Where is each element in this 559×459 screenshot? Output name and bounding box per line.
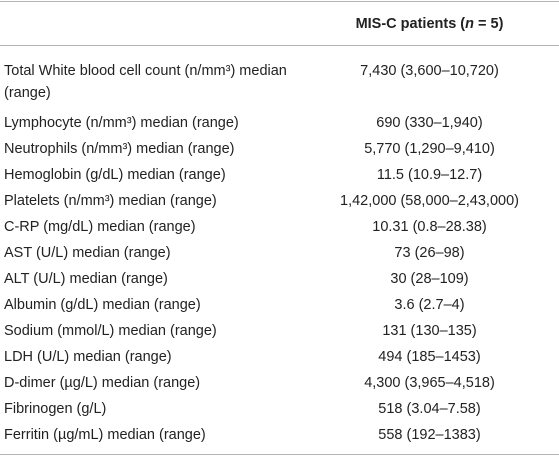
table-row: D-dimer (µg/L) median (range) 4,300 (3,96… bbox=[0, 370, 559, 396]
row-value: 518 (3.04–7.58) bbox=[378, 401, 481, 417]
row-value: 5,770 (1,290–9,410) bbox=[364, 141, 495, 157]
table-row: Albumin (g/dL) median (range) 3.6 (2.7–4) bbox=[0, 292, 559, 318]
table-row: ALT (U/L) median (range) 30 (28–109) bbox=[0, 266, 559, 292]
row-value: 7,430 (3,600–10,720) bbox=[360, 63, 499, 79]
table-row: LDH (U/L) median (range) 494 (185–1453) bbox=[0, 344, 559, 370]
header-text: MIS-C patients ( bbox=[355, 15, 466, 32]
row-label: D-dimer (µg/L) median (range) bbox=[4, 375, 201, 391]
header-empty-cell bbox=[0, 1, 300, 46]
row-value: 30 (28–109) bbox=[390, 271, 469, 287]
row-value: 10.31 (0.8–28.38) bbox=[372, 219, 487, 235]
row-label: AST (U/L) median (range) bbox=[4, 245, 171, 261]
header-italic: n bbox=[465, 15, 474, 32]
row-value: 3.6 (2.7–4) bbox=[394, 297, 465, 313]
row-value: 11.5 (10.9–12.7) bbox=[376, 167, 483, 183]
row-label: Hemoglobin (g/dL) median (range) bbox=[4, 167, 226, 183]
row-label: Sodium (mmol/L) median (range) bbox=[4, 323, 217, 339]
row-value: 73 (26–98) bbox=[394, 245, 465, 261]
row-label: Fibrinogen (g/L) bbox=[4, 401, 107, 417]
table-row: Hemoglobin (g/dL) median (range) 11.5 (10… bbox=[0, 162, 559, 188]
row-value: 690 (330–1,940) bbox=[376, 115, 483, 131]
row-label: Platelets (n/mm³) median (range) bbox=[4, 193, 217, 209]
row-label: Albumin (g/dL) median (range) bbox=[4, 297, 201, 313]
table-row: Lymphocyte (n/mm³) median (range) 690 (33… bbox=[0, 110, 559, 136]
row-value: 1,42,000 (58,000–2,43,000) bbox=[340, 193, 519, 209]
table-row: Platelets (n/mm³) median (range) 1,42,000… bbox=[0, 188, 559, 214]
table-row: Neutrophils (n/mm³) median (range) 5,770 … bbox=[0, 136, 559, 162]
row-value: 4,300 (3,965–4,518) bbox=[364, 375, 495, 391]
row-value: 494 (185–1453) bbox=[378, 349, 481, 365]
table-row: C-RP (mg/dL) median (range) 10.31 (0.8–28… bbox=[0, 214, 559, 240]
table-row: AST (U/L) median (range) 73 (26–98) bbox=[0, 240, 559, 266]
row-value: 558 (192–1383) bbox=[300, 422, 559, 455]
table-row: Fibrinogen (g/L) 518 (3.04–7.58) bbox=[0, 396, 559, 422]
row-label: Neutrophils (n/mm³) median (range) bbox=[4, 141, 235, 157]
row-label: ALT (U/L) median (range) bbox=[4, 271, 168, 287]
row-label: Ferritin (µg/mL) median (range) bbox=[0, 422, 300, 455]
row-value: 131 (130–135) bbox=[382, 323, 477, 339]
table-body: Total White blood cell count (n/mm³) med… bbox=[0, 46, 559, 455]
table-header: MIS-C patients (n = 5) bbox=[0, 1, 559, 46]
row-label: Total White blood cell count (n/mm³) med… bbox=[4, 63, 287, 101]
header-row: MIS-C patients (n = 5) bbox=[0, 1, 559, 46]
table-row: Total White blood cell count (n/mm³) med… bbox=[0, 46, 559, 111]
row-label: C-RP (mg/dL) median (range) bbox=[4, 219, 196, 235]
header-text: = 5) bbox=[474, 15, 504, 32]
row-label: Lymphocyte (n/mm³) median (range) bbox=[4, 115, 239, 131]
table-row: Sodium (mmol/L) median (range) 131 (130–1… bbox=[0, 318, 559, 344]
row-label: LDH (U/L) median (range) bbox=[4, 349, 172, 365]
table-row: Ferritin (µg/mL) median (range) 558 (192–… bbox=[0, 422, 559, 455]
header-cell: MIS-C patients (n = 5) bbox=[300, 1, 559, 46]
